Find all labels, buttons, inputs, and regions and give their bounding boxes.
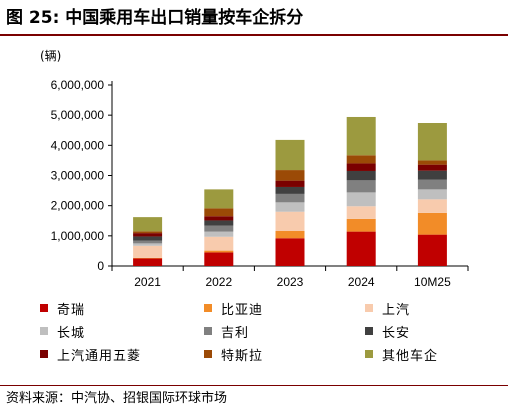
source-divider — [0, 385, 508, 386]
bar-segment-奇瑞-2022 — [204, 252, 234, 266]
y-tick-label: 5,000,000 — [51, 108, 105, 122]
bar-segment-奇瑞-2024 — [346, 231, 376, 266]
y-tick-label: 6,000,000 — [51, 78, 105, 92]
bar-segment-长城-10M25 — [417, 189, 447, 200]
y-axis: 0 1,000,000 2,000,000 3,000,000 4,000,000 5,0… — [51, 78, 113, 273]
bar-segment-特斯拉-10M25 — [417, 160, 447, 165]
x-tick-label: 2024 — [348, 275, 375, 289]
bar-segment-长安-2022 — [204, 220, 234, 226]
bar-segment-上汽通用五菱-10M25 — [417, 164, 447, 171]
y-tick-label: 3,000,000 — [51, 169, 105, 183]
y-tick-label: 2,000,000 — [51, 199, 105, 213]
bar-segment-比亚迪-2024 — [346, 218, 376, 232]
bar-segment-比亚迪-2023 — [275, 231, 305, 239]
bar-segment-吉利-2021 — [133, 240, 163, 244]
bar-segment-特斯拉-2024 — [346, 155, 376, 164]
bar-segment-长安-10M25 — [417, 170, 447, 180]
bar-segment-长城-2022 — [204, 231, 234, 237]
bar-segment-长安-2023 — [275, 186, 305, 194]
bar-segment-长城-2024 — [346, 192, 376, 207]
bar-segment-奇瑞-2021 — [133, 258, 163, 266]
bar-segment-其他车企-2023 — [275, 139, 305, 171]
x-tick-label: 2023 — [277, 275, 304, 289]
bar-segment-长城-2023 — [275, 202, 305, 212]
bars — [133, 116, 447, 266]
bar-segment-上汽-2021 — [133, 245, 163, 258]
y-axis-unit-label: (辆) — [40, 49, 61, 63]
bar-segment-上汽-2024 — [346, 206, 376, 219]
bar-segment-比亚迪-10M25 — [417, 212, 447, 235]
bar-segment-其他车企-2024 — [346, 116, 376, 156]
x-tick-label: 10M25 — [414, 275, 451, 289]
y-tick-label: 4,000,000 — [51, 138, 105, 152]
bar-segment-吉利-10M25 — [417, 179, 447, 190]
bar-segment-上汽-10M25 — [417, 199, 447, 213]
y-tick-label: 1,000,000 — [51, 229, 105, 243]
x-axis: 2021 2022 2023 2024 10M25 — [111, 265, 469, 289]
x-tick-label: 2022 — [205, 275, 232, 289]
bar-segment-吉利-2024 — [346, 180, 376, 193]
bar-segment-奇瑞-10M25 — [417, 234, 447, 266]
bar-segment-奇瑞-2023 — [275, 238, 305, 266]
source-note: 资料来源：中汽协、招银国际环球市场 — [6, 391, 228, 406]
bar-segment-上汽通用五菱-2023 — [275, 180, 305, 187]
bar-segment-吉利-2022 — [204, 225, 234, 232]
bar-segment-特斯拉-2022 — [204, 208, 234, 217]
x-tick-label: 2021 — [134, 275, 161, 289]
bar-segment-上汽-2023 — [275, 211, 305, 232]
bar-segment-上汽通用五菱-2021 — [133, 233, 163, 237]
bar-segment-比亚迪-2022 — [204, 250, 234, 253]
bar-segment-上汽通用五菱-2024 — [346, 163, 376, 171]
bar-segment-吉利-2023 — [275, 193, 305, 203]
bar-segment-上汽通用五菱-2022 — [204, 216, 234, 221]
bar-segment-长安-2021 — [133, 236, 163, 241]
bar-segment-长安-2024 — [346, 170, 376, 181]
bar-segment-特斯拉-2023 — [275, 170, 305, 181]
bar-segment-其他车企-2021 — [133, 217, 163, 232]
figure-title: 图 25: 中国乘用车出口销量按车企拆分 — [6, 8, 304, 28]
bar-segment-比亚迪-2021 — [133, 257, 163, 259]
y-tick-label: 0 — [97, 259, 104, 273]
bar-segment-特斯拉-2021 — [133, 231, 163, 234]
bar-segment-长城-2021 — [133, 243, 163, 246]
bar-segment-其他车企-2022 — [204, 189, 234, 209]
title-divider — [0, 34, 508, 36]
bar-segment-其他车企-10M25 — [417, 123, 447, 161]
bar-segment-上汽-2022 — [204, 236, 234, 251]
